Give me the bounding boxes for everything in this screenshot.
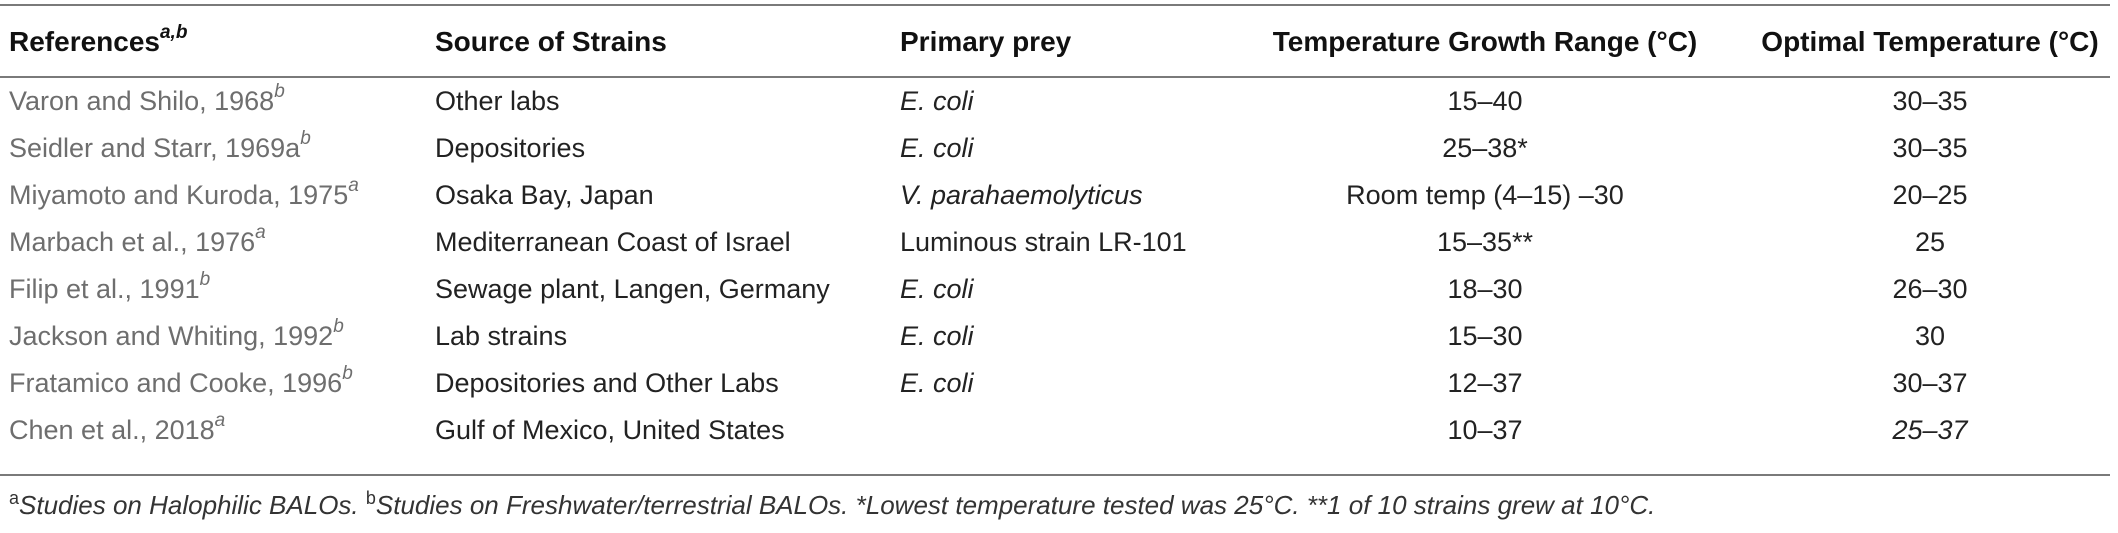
source-cell: Depositories and Other Labs xyxy=(435,368,779,398)
table-row: Varon and Shilo, 1968b Other labs E. col… xyxy=(0,78,2110,125)
header-primary-prey: Primary prey xyxy=(900,26,1072,57)
footnote-b-mark: b xyxy=(365,488,376,508)
source-cell: Lab strains xyxy=(435,321,568,351)
temperature-range-cell: 25–38* xyxy=(1442,133,1528,163)
reference-cell: Seidler and Starr, 1969ab xyxy=(9,128,311,163)
prey-cell: Luminous strain LR-101 xyxy=(900,227,1187,257)
table-header-rule xyxy=(0,76,2110,78)
reference-cell: Fratamico and Cooke, 1996b xyxy=(9,363,353,398)
header-references-superscript: a,b xyxy=(159,21,188,43)
optimal-temperature-cell: 30–35 xyxy=(1892,133,1968,163)
optimal-temperature-cell: 26–30 xyxy=(1892,274,1968,304)
table-row: Jackson and Whiting, 1992b Lab strains E… xyxy=(0,313,2110,360)
table-row: Filip et al., 1991b Sewage plant, Langen… xyxy=(0,266,2110,313)
footnote-b-text: Studies on Freshwater/terrestrial BALOs.… xyxy=(375,490,1656,520)
temperature-range-cell: 18–30 xyxy=(1447,274,1523,304)
temperature-range-cell: 15–30 xyxy=(1447,321,1523,351)
prey-cell: E. coli xyxy=(900,368,974,398)
optimal-temperature-cell: 25 xyxy=(1914,227,1946,257)
header-source: Source of Strains xyxy=(435,26,667,57)
table-row: Marbach et al., 1976a Mediterranean Coas… xyxy=(0,219,2110,266)
table-footnote: aStudies on Halophilic BALOs. bStudies o… xyxy=(9,488,1656,521)
prey-cell: E. coli xyxy=(900,274,974,304)
optimal-temperature-cell: 30 xyxy=(1914,321,1946,351)
reference-cell: Chen et al., 2018a xyxy=(9,410,226,445)
table-header-row: Referencesa,b Source of Strains Primary … xyxy=(0,6,2110,76)
table-bottom-rule xyxy=(0,474,2110,476)
optimal-temperature-cell: 25–37 xyxy=(1892,415,1968,445)
source-cell: Other labs xyxy=(435,86,560,116)
reference-cell: Miyamoto and Kuroda, 1975a xyxy=(9,175,359,210)
header-references: Referencesa,b xyxy=(9,21,188,57)
optimal-temperature-cell: 30–37 xyxy=(1892,368,1968,398)
temperature-range-cell: 10–37 xyxy=(1447,415,1523,445)
temperature-range-cell: 15–35** xyxy=(1436,227,1534,257)
reference-cell: Varon and Shilo, 1968b xyxy=(9,81,285,116)
optimal-temperature-cell: 20–25 xyxy=(1892,180,1968,210)
temperature-range-cell: 15–40 xyxy=(1447,86,1523,116)
source-cell: Depositories xyxy=(435,133,586,163)
prey-cell: E. coli xyxy=(900,321,974,351)
table-row: Fratamico and Cooke, 1996b Depositories … xyxy=(0,360,2110,407)
header-optimal-temperature: Optimal Temperature (°C) xyxy=(1761,26,2099,57)
table-row: Miyamoto and Kuroda, 1975a Osaka Bay, Ja… xyxy=(0,172,2110,219)
source-cell: Mediterranean Coast of Israel xyxy=(435,227,791,257)
table-body: Varon and Shilo, 1968b Other labs E. col… xyxy=(0,78,2110,454)
temperature-range-cell: Room temp (4–15) –30 xyxy=(1346,180,1624,210)
prey-cell: E. coli xyxy=(900,86,974,116)
table-row: Chen et al., 2018a Gulf of Mexico, Unite… xyxy=(0,407,2110,454)
source-cell: Osaka Bay, Japan xyxy=(435,180,654,210)
prey-cell: E. coli xyxy=(900,133,974,163)
footnote-a-mark: a xyxy=(9,488,20,508)
prey-cell: V. parahaemolyticus xyxy=(900,180,1143,210)
reference-cell: Jackson and Whiting, 1992b xyxy=(9,316,344,351)
reference-cell: Filip et al., 1991b xyxy=(9,269,211,304)
reference-cell: Marbach et al., 1976a xyxy=(9,222,266,257)
temperature-range-cell: 12–37 xyxy=(1447,368,1523,398)
optimal-temperature-cell: 30–35 xyxy=(1892,86,1968,116)
table-row: Seidler and Starr, 1969ab Depositories E… xyxy=(0,125,2110,172)
source-cell: Gulf of Mexico, United States xyxy=(435,415,785,445)
table-top-rule xyxy=(0,4,2110,6)
header-temperature-range: Temperature Growth Range (°C) xyxy=(1272,26,1698,57)
source-cell: Sewage plant, Langen, Germany xyxy=(435,274,830,304)
footnote-a-text: Studies on Halophilic BALOs. xyxy=(19,490,359,520)
